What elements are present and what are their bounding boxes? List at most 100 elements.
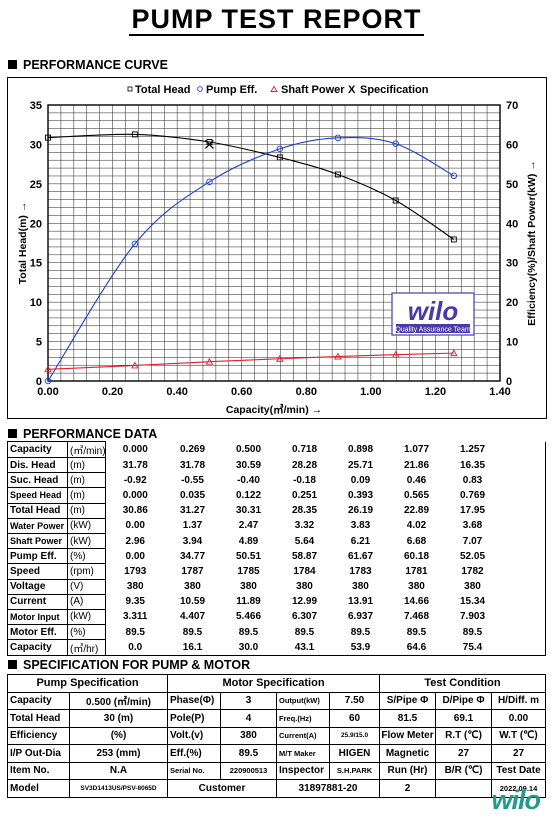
performance-row: Dis. Head (m) 31.78 31.78 30.59 28.28 25.71 21.… [7, 456, 546, 474]
test-cell-label: Run (Hr) [379, 761, 437, 780]
test-cell-label: B/R (℃) [435, 761, 493, 780]
row-value: 0.000 [122, 444, 148, 455]
row-value: -0.55 [181, 474, 204, 486]
row-spacer [500, 563, 546, 579]
spec-cell-value: 30 (m) [68, 709, 169, 728]
row-unit: (㎥/min) [67, 441, 106, 458]
row-spacer [500, 518, 546, 534]
x-tick-label: 1.00 [360, 386, 381, 398]
row-value: 6.21 [350, 535, 371, 547]
row-value: 0.718 [291, 444, 318, 455]
pump-eff-point [44, 377, 52, 385]
test-cell-value: 2 [379, 779, 437, 798]
spec-cell-value: 220900513 [220, 761, 278, 780]
test-cell-label: W.T (℃) [491, 726, 546, 745]
spec-row-3: Efficiency (%) Volt.(v) 380 Current(A) 2… [7, 726, 546, 745]
spec-row-6: Model SV3D1413US/PSV-8065D Customer 3189… [7, 779, 546, 798]
row-value: 0.00 [125, 520, 145, 532]
row-value: 0.565 [403, 489, 430, 501]
row-label: Motor Input [7, 608, 68, 626]
row-value: 50.51 [235, 550, 262, 562]
y-tick-label: 5 [36, 337, 42, 349]
row-value: 1787 [181, 565, 204, 577]
row-value: 1783 [349, 565, 372, 577]
row-value: -0.92 [123, 474, 147, 486]
row-spacer [500, 624, 546, 640]
legend-label-pump-eff: Pump Eff. [206, 84, 257, 96]
spec-cell-label: Phase(Φ) [167, 691, 222, 710]
row-value: 1793 [124, 565, 147, 577]
row-value: 1.257 [459, 444, 486, 455]
x-tick-label: 0.80 [296, 386, 317, 398]
row-unit: (V) [67, 578, 106, 595]
row-value: 16.35 [459, 459, 486, 471]
total-head-curve [47, 133, 455, 240]
row-value: 7.07 [462, 535, 483, 547]
row-spacer [500, 533, 546, 549]
row-value: 5.64 [294, 535, 315, 547]
row-value: 31.27 [179, 505, 206, 517]
spec-cell-label: Item No. [7, 761, 70, 780]
chart-ticks: 0.00 0.20 0.40 0.60 0.80 1.00 1.20 1.4005101520… [30, 100, 519, 398]
spec-cell-label: Serial No. [167, 761, 222, 780]
total-head-point [334, 171, 341, 178]
chart-legend: Total Head Pump Eff. Shaft Power X Speci… [127, 84, 429, 96]
performance-row: Motor Input (kW) 3.311 4.407 5.466 6.307 6.937… [7, 608, 546, 626]
spec-cell-label: Efficiency [7, 726, 70, 745]
performance-row: Capacity (㎥/min) 0.000 0.269 0.500 0.718 0.898… [7, 441, 546, 458]
y2-tick-label: 60 [506, 139, 518, 151]
row-value: 9.35 [125, 596, 145, 608]
y-axis-label: Total Head(m) → [17, 202, 29, 285]
row-value: 34.77 [179, 550, 206, 562]
total-head-point [392, 197, 399, 204]
row-value: 13.91 [347, 596, 374, 608]
performance-data-body: Capacity (㎥/min) 0.000 0.269 0.500 0.718 0.898… [7, 441, 546, 657]
performance-row: Speed Head (m) 0.000 0.035 0.122 0.251 0.393 0.… [7, 487, 546, 504]
row-value: 0.83 [462, 474, 483, 486]
pump-eff-point [392, 140, 399, 147]
spec-cell-value: 0.500 (㎥/min) [68, 691, 169, 710]
row-spacer [500, 594, 546, 610]
total-head-point [450, 236, 457, 243]
title-text: PUMP TEST REPORT [129, 4, 424, 36]
test-cell-label: Test Date [491, 761, 546, 780]
row-value: 25.71 [347, 459, 374, 471]
pump-eff-point [131, 240, 139, 248]
y-tick-label: 20 [30, 218, 42, 230]
row-value: 43.1 [276, 639, 333, 657]
row-label: Dis. Head [7, 456, 68, 474]
spec-cell-label: Model [7, 779, 70, 798]
performance-row: Speed (rpm) 1793 1787 1785 1784 1783 1781 1782 [7, 563, 546, 580]
row-value: 0.035 [179, 489, 206, 501]
row-value: 380 [126, 581, 144, 593]
spec-cell-label: Inspector [276, 761, 331, 780]
test-cell-label: R.T (℃) [435, 726, 493, 745]
page-title: PUMP TEST REPORT [0, 4, 553, 36]
row-value: 3.83 [350, 520, 371, 532]
row-value: 75.4 [444, 639, 501, 657]
performance-curve-chart: Total Head Pump Eff. Shaft Power X Speci… [7, 77, 547, 419]
y-tick-label: 25 [30, 179, 42, 191]
performance-row: Pump Eff. (%) 0.00 34.77 50.51 58.87 61.67 60.1… [7, 548, 546, 565]
row-value: 28.35 [291, 505, 318, 517]
spec-cell-value: 60 [329, 709, 381, 728]
spec-row-2: Total Head 30 (m) Pole(P) 4 Freq.(Hz) 60… [7, 709, 546, 728]
row-value: 53.9 [332, 639, 389, 657]
row-label: Pump Eff. [7, 548, 68, 565]
spec-cell-label: Output(kW) [276, 691, 331, 710]
row-unit: (kW) [67, 517, 106, 534]
row-unit: (%) [67, 548, 106, 565]
row-spacer [500, 609, 546, 625]
shaft-power-point [131, 361, 139, 369]
test-cell-label: H/Diff. m [491, 691, 546, 710]
row-value: 0.00 [125, 550, 145, 562]
row-label: Capacity [7, 639, 68, 657]
spec-cell-label: Capacity [7, 691, 70, 710]
test-cell-value: 0.00 [491, 709, 546, 728]
performance-row: Current (A) 9.35 10.59 11.89 12.99 13.91 14.66 1… [7, 593, 546, 610]
row-value: 64.6 [388, 639, 445, 657]
row-value: 4.407 [179, 611, 206, 623]
row-value: 1782 [461, 565, 484, 577]
x-tick-label: 0.40 [166, 386, 187, 398]
test-cell-value [435, 779, 493, 798]
